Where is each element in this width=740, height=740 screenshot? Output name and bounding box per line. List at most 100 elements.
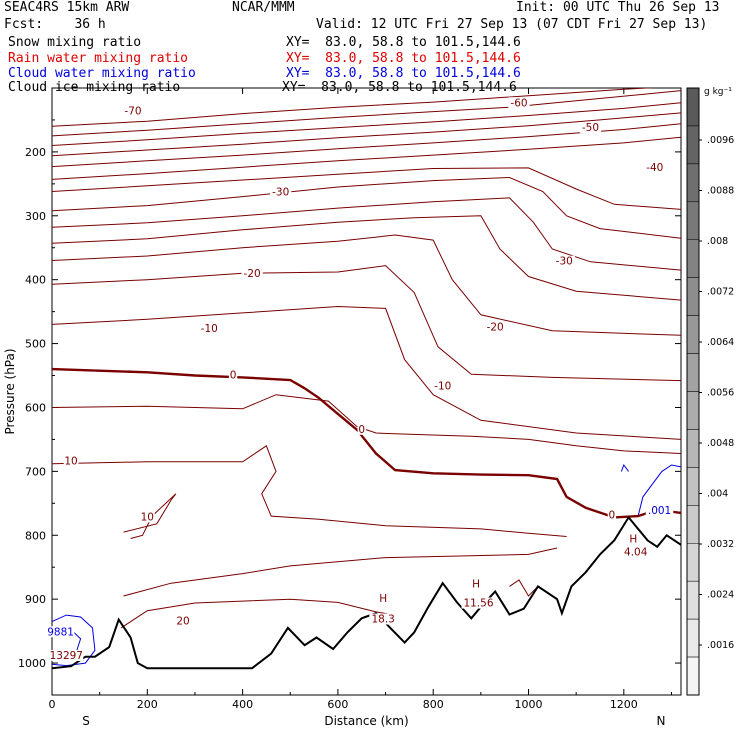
isotherm-line [123, 547, 558, 597]
freezing-level-line [52, 367, 681, 519]
contour-label-bg [579, 122, 602, 134]
field-xy-cloud-ice: XY= 83.0, 58.8 to 101.5,144.6 [282, 80, 517, 95]
colorbar-cell [686, 87, 700, 127]
institution-label: NCAR/MMM [232, 0, 295, 15]
cloud-water-contour [52, 614, 96, 667]
colorbar-tick-label: .0096 [707, 135, 734, 146]
contour-label: 11.56 [463, 598, 493, 610]
colorbar-cell [686, 391, 700, 430]
contour-label: -10 [201, 323, 218, 335]
contour-label: -60 [510, 97, 527, 109]
contour-label-bg [357, 423, 366, 435]
isotherm-line [120, 598, 396, 629]
isotherm-line [52, 394, 681, 454]
colorbar-cell [686, 543, 700, 582]
x-tick-label: 400 [232, 698, 253, 711]
isotherm-line [52, 176, 681, 239]
colorbar-cell [686, 429, 700, 468]
contour-label: 0 [230, 369, 237, 381]
colorbar-cell [686, 277, 700, 316]
isotherm-line [52, 90, 681, 137]
colorbar-cell [686, 353, 700, 392]
x-tick-label: 1200 [610, 698, 638, 711]
isotherm-line [52, 265, 681, 382]
colorbar-tick-label: .0064 [707, 337, 734, 348]
field-name-rain: Rain water mixing ratio [8, 51, 189, 66]
isotherm-line [52, 215, 681, 301]
isotherm-line [52, 136, 681, 180]
contour-label-bg [175, 615, 191, 627]
colorbar-cell [686, 201, 700, 240]
isotherm-line [52, 445, 567, 537]
colorbar-tick-label: .0016 [707, 640, 734, 651]
isotherm-line [52, 123, 681, 168]
contour-label: H [379, 593, 387, 605]
colorbar-cell [686, 580, 700, 620]
contour-label: -10 [434, 380, 451, 392]
contour-label: 10 [141, 511, 154, 523]
x-axis-title: Distance (km) [324, 714, 408, 728]
contour-label-bg [139, 511, 155, 523]
contour-label: 10 [64, 456, 77, 468]
y-tick-label: 500 [25, 338, 46, 351]
terrain-profile [52, 515, 681, 670]
x-tick-label: 1000 [515, 698, 543, 711]
colorbar-frame [686, 87, 700, 696]
axes [51, 87, 682, 696]
contour-label: 20 [176, 615, 189, 627]
x-tick-label: 0 [49, 698, 56, 711]
contour-label-bg [198, 322, 220, 334]
isotherm-line [509, 579, 539, 597]
isotherm-line [52, 234, 681, 336]
field-name-snow: Snow mixing ratio [8, 35, 142, 50]
contour-label-bg [607, 509, 617, 521]
contour-label-bg [629, 533, 638, 545]
contour-label: 4.04 [624, 546, 648, 558]
y-tick-label: 400 [25, 274, 46, 287]
x-tick-label: 600 [327, 698, 348, 711]
colorbar-cell [686, 467, 700, 506]
colorbar-tick-label: .004 [707, 489, 728, 500]
field-xy-cloud-water: XY= 83.0, 58.8 to 101.5,144.6 [286, 66, 521, 81]
colorbar-cell [686, 163, 700, 203]
plot-frame [51, 87, 682, 696]
model-title: SEAC4RS 15km ARW [4, 0, 130, 15]
field-name-cloud-water: Cloud water mixing ratio [8, 66, 196, 81]
contour-label: -30 [556, 256, 573, 268]
contour-label: 13297 [50, 650, 83, 662]
contour-label-bg [63, 455, 79, 467]
contour-label: 0 [609, 509, 616, 521]
endpoint-right-label: N [657, 714, 666, 728]
valid-time: Valid: 12 UTC Fri 27 Sep 13 (07 CDT Fri … [316, 17, 708, 32]
contour-label-bg [553, 255, 575, 267]
y-axis-title: Pressure (hPa) [3, 348, 17, 434]
y-tick-label: 600 [25, 401, 46, 414]
contour-label: -20 [244, 268, 261, 280]
y-tick-label: 200 [25, 146, 46, 159]
isotherm-line [52, 112, 681, 157]
contour-label-bg [270, 186, 292, 198]
isotherm-line [52, 167, 681, 210]
colorbar-cell [686, 125, 700, 165]
contour-label-bg [508, 97, 530, 109]
cloud-water-contour [637, 464, 681, 517]
colorbar-tick-label: .0072 [707, 287, 734, 298]
contour-label-bg [241, 267, 263, 279]
isotherm-line [123, 493, 177, 539]
colorbar: g kg⁻¹ .0096 .0088 .008 .0072 .0064 .0056 .0048… [686, 87, 734, 696]
colorbar-tick-label: .008 [707, 236, 728, 247]
cloud-water-contour [620, 463, 629, 472]
colorbar-cell [686, 505, 700, 544]
contour-label: -30 [272, 187, 289, 199]
isotherm-line [52, 197, 681, 271]
contour-label-bg [645, 504, 674, 516]
colorbar-tick-label: .0048 [707, 438, 734, 449]
contour-label-bg [378, 593, 388, 605]
isotherm-line [52, 305, 681, 440]
colorbar-tick-label: .0032 [707, 539, 734, 550]
field-xy-snow: XY= 83.0, 58.8 to 101.5,144.6 [286, 35, 521, 50]
contour-label: -20 [487, 322, 504, 334]
contour-label: H [472, 578, 480, 590]
isotherm-line [52, 88, 656, 127]
